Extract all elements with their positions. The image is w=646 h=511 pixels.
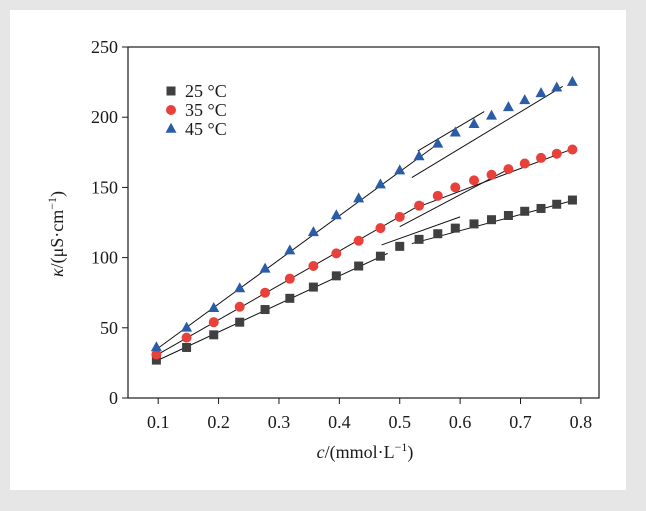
y-tick-label: 100 (91, 248, 118, 268)
data-point (209, 330, 219, 340)
data-point (487, 215, 497, 225)
data-point (413, 150, 425, 161)
data-point (234, 282, 246, 293)
data-point (151, 349, 162, 360)
data-point (307, 226, 319, 237)
data-point (519, 158, 530, 169)
data-point (284, 244, 296, 255)
data-point (182, 342, 192, 352)
data-point (395, 241, 405, 251)
data-point (151, 355, 161, 365)
legend-label: 35 °C (185, 100, 227, 120)
data-point (432, 137, 444, 148)
chart-figure: 0.1 0.2 0.3 0.4 0.5 0.6 0.7 0.8 0 50 100 150 200 250… (10, 10, 626, 490)
x-tick-label: 0.7 (509, 412, 532, 432)
data-point (394, 164, 406, 175)
data-point (503, 210, 513, 220)
y-tick-label: 0 (109, 388, 118, 408)
data-points (150, 75, 578, 365)
data-point (234, 301, 245, 312)
data-point (551, 81, 563, 92)
data-point (181, 332, 192, 343)
legend-label: 45 °C (185, 119, 227, 139)
data-point (469, 219, 479, 229)
x-tick-label: 0.5 (388, 412, 411, 432)
x-tick-label: 0.8 (570, 412, 593, 432)
data-point (486, 169, 497, 180)
data-point (353, 235, 364, 246)
data-point (468, 118, 480, 129)
data-point (503, 164, 514, 175)
x-axis: 0.1 0.2 0.3 0.4 0.5 0.6 0.7 0.8 (147, 398, 592, 432)
data-point (519, 94, 531, 105)
data-point (208, 317, 219, 328)
fit-line (381, 216, 461, 246)
y-tick-label: 50 (100, 318, 118, 338)
data-point (566, 75, 578, 86)
data-point (502, 101, 514, 112)
data-point (552, 199, 562, 209)
data-point (208, 301, 220, 312)
fit-line (417, 111, 485, 152)
data-point (567, 144, 578, 155)
x-tick-label: 0.3 (268, 412, 291, 432)
legend-marker (166, 86, 176, 96)
y-tick-label: 250 (91, 37, 118, 57)
y-tick-label: 200 (91, 107, 118, 127)
data-point (432, 190, 443, 201)
data-point (260, 287, 271, 298)
legend-label: 25 °C (185, 81, 227, 101)
data-point (486, 109, 498, 120)
data-point (308, 261, 319, 272)
data-point (536, 152, 547, 163)
data-point (520, 206, 530, 216)
fit-line (154, 252, 388, 362)
x-tick-label: 0.6 (449, 412, 472, 432)
data-point (449, 126, 461, 137)
data-point (330, 209, 342, 220)
conductivity-chart: 0.1 0.2 0.3 0.4 0.5 0.6 0.7 0.8 0 50 100 150 200 250… (45, 37, 600, 463)
data-point (374, 178, 386, 189)
data-point (284, 273, 295, 284)
data-point (450, 223, 460, 233)
data-point (235, 317, 245, 327)
y-axis: 0 50 100 150 200 250 (91, 37, 128, 408)
fit-line (417, 147, 576, 208)
fit-line (154, 144, 437, 351)
data-point (414, 200, 425, 211)
x-tick-label: 0.2 (207, 412, 230, 432)
data-point (469, 175, 480, 186)
data-point (308, 282, 318, 292)
data-point (551, 148, 562, 159)
data-point (150, 341, 162, 352)
data-point (394, 211, 405, 222)
y-axis-title: κ/(μS·cm−1) (45, 191, 68, 277)
data-point (354, 261, 364, 271)
data-point (260, 305, 270, 315)
plot-area (127, 46, 600, 399)
fit-line (411, 85, 564, 178)
legend-marker (165, 122, 177, 133)
data-point (536, 203, 546, 213)
data-point (331, 271, 341, 281)
x-tick-label: 0.1 (147, 412, 170, 432)
data-point (181, 321, 193, 332)
data-point (375, 223, 386, 234)
x-axis-title: c/(mmol·L−1) (317, 440, 414, 463)
data-point (259, 262, 271, 273)
data-point (375, 251, 385, 261)
data-point (331, 248, 342, 259)
legend-marker (166, 105, 176, 115)
data-point (535, 87, 547, 98)
data-point (567, 195, 577, 205)
data-point (353, 192, 365, 203)
data-point (433, 229, 443, 239)
data-point (285, 293, 295, 303)
y-tick-label: 150 (91, 177, 118, 197)
data-point (414, 234, 424, 244)
plot-border (127, 46, 600, 399)
x-tick-label: 0.4 (328, 412, 351, 432)
legend: 25 °C35 °C45 °C (165, 81, 227, 139)
data-point (450, 182, 461, 193)
